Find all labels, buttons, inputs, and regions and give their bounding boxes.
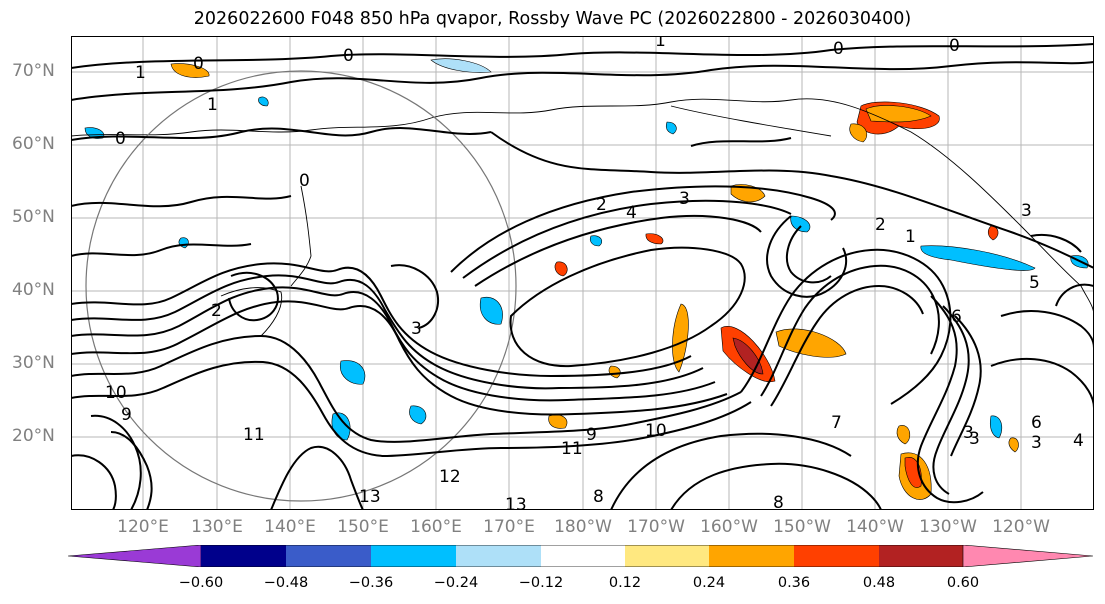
lon-label-130w: 130°W [919,517,977,537]
colorbar-tick: 0.36 [777,575,811,591]
colorbar-tick: −0.48 [263,575,309,591]
contour-label: 13 [359,487,381,507]
lat-label-50: 50°N [12,207,55,227]
contour-label: 0 [115,129,126,149]
colorbar-bin [879,545,963,567]
lat-label-20: 20°N [12,426,55,446]
contour-label: 3 [963,423,974,443]
contour-label: 10 [105,383,127,403]
lon-label-120e: 120°E [117,517,169,537]
contour-label: 10 [645,421,667,441]
contour-label: 1 [207,95,218,115]
lon-label-150w: 150°W [773,517,831,537]
lon-label-160e: 160°E [410,517,462,537]
colorbar-bin [794,545,879,567]
colorbar [68,545,1094,567]
map-panel[interactable]: 0 0 0 0 0 1 1 2 2 3 3 3 4 4 5 6 8 8 9 9 … [71,36,1094,510]
colorbar-bin [201,545,286,567]
colorbar-extend-min [68,545,202,567]
lon-label-150e: 150°E [337,517,389,537]
colorbar-bin [286,545,371,567]
lon-label-180w: 180°W [554,517,612,537]
lon-label-140w: 140°W [846,517,904,537]
contour-label: 5 [1029,273,1040,293]
lon-label-170e: 170°E [483,517,535,537]
contour-label: 6 [1031,413,1042,433]
lon-label-160w: 160°W [700,517,758,537]
contour-label: 7 [831,413,842,433]
map-title: 2026022600 F048 850 hPa qvapor, Rossby W… [193,9,912,29]
colorbar-bin [456,545,541,567]
colorbar-bin [541,545,625,567]
lat-label-40: 40°N [12,280,55,300]
contour-label: 0 [833,39,844,59]
colorbar-bin [709,545,794,567]
contour-label: 2 [211,301,222,321]
contour-label: 1 [905,227,916,247]
colorbar-tick: −0.36 [348,575,394,591]
colorbar-bin [371,545,456,567]
colorbar-tick: 0.48 [862,575,896,591]
contour-label: 8 [593,487,604,507]
contour-label: 0 [193,54,204,74]
contour-label: 1 [655,36,666,51]
contour-label: 3 [969,429,980,449]
lat-label-60: 60°N [12,134,55,154]
contour-label: 8 [773,493,784,510]
contour-label: 6 [951,307,962,327]
contour-label: 9 [586,425,597,445]
contour-label: 12 [439,467,461,487]
colorbar-tick: 0.12 [608,575,642,591]
contour-label: 3 [411,319,422,339]
contour-label: 1 [135,63,146,83]
contour-label: 2 [875,215,886,235]
lon-label-140e: 140°E [264,517,316,537]
colorbar-tick: −0.12 [518,575,564,591]
colorbar-tick: −0.24 [433,575,479,591]
contour-label: 2 [596,195,607,215]
reference-circle [85,70,517,502]
lon-label-130e: 130°E [191,517,243,537]
contour-label: 0 [299,171,310,191]
colorbar-bin [625,545,709,567]
contour-label: 9 [121,405,132,425]
lat-label-70: 70°N [12,61,55,81]
lat-label-30: 30°N [12,353,55,373]
contour-label: 3 [1031,433,1042,453]
lon-label-170w: 170°W [627,517,685,537]
colorbar-tick: −0.60 [178,575,224,591]
contour-label: 4 [626,203,637,223]
contour-label: 0 [343,46,354,66]
lon-label-120w: 120°W [992,517,1050,537]
colorbar-tick: 0.60 [946,575,980,591]
contour-label: 3 [679,189,690,209]
colorbar-tick: 0.24 [692,575,726,591]
contour-label: 3 [1021,201,1032,221]
contour-label: 4 [1073,431,1084,451]
contour-label: 0 [949,36,960,56]
contour-labels: 0 0 0 0 0 1 1 2 2 3 3 3 4 4 5 6 8 8 9 9 … [105,36,1084,510]
contour-label: 11 [561,439,583,459]
map-canvas[interactable]: 0 0 0 0 0 1 1 2 2 3 3 3 4 4 5 6 8 8 9 9 … [71,36,1094,510]
anomaly-fill-patches [84,58,1089,500]
map-frame [71,36,1094,510]
colorbar-extend-max [962,545,1094,567]
qvapor-contours [71,43,1094,510]
contour-label: 13 [505,495,527,510]
contour-label: 11 [243,425,265,445]
